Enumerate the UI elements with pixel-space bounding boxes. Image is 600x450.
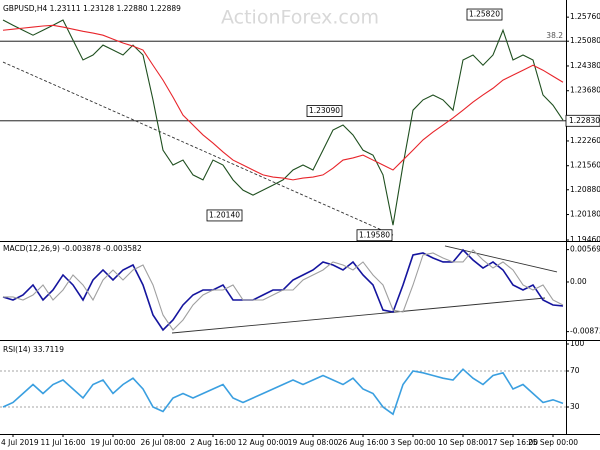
y-tick-label: -0.008737: [570, 327, 600, 336]
annotation-box: [356, 229, 393, 242]
annotation-box: [206, 209, 243, 222]
panel-title: RSI(14) 33.7119: [3, 345, 64, 354]
annotation-label: 1.19580: [359, 230, 390, 239]
x-tick-label: 26 Aug 16:00: [338, 438, 389, 447]
y-tick-label: 1.22260: [570, 136, 600, 145]
y-tick-label: 1.25760: [570, 12, 600, 21]
annotation-label: 1.23090: [309, 106, 340, 115]
y-tick-label: 1.24380: [570, 61, 600, 70]
trend-line: [171, 297, 546, 334]
x-tick-label: 3 Sep 00:00: [390, 438, 436, 447]
y-tick-label: 1.21560: [570, 161, 600, 170]
series-line: [2, 368, 564, 416]
x-tick-label: 12 Aug 00:00: [238, 438, 289, 447]
panel-title: MACD(12,26,9) -0.003878 -0.003582: [3, 244, 142, 253]
x-tick-label: 11 Jul 16:00: [41, 438, 86, 447]
y-tick-label: 70: [570, 366, 580, 375]
series-line: [3, 249, 564, 331]
y-tick-label: 1.23680: [570, 86, 600, 95]
annotation-box: [466, 8, 503, 21]
x-tick-label: 17 Sep 16:00: [488, 438, 538, 447]
y-tick-label: 1.20880: [570, 185, 600, 194]
x-tick-label: 4 Jul 2019: [1, 438, 39, 447]
level-label: 38.2: [546, 31, 563, 40]
y-tick-label: 1.20180: [570, 210, 600, 219]
price-tag-label: 1.22830: [569, 116, 600, 125]
panel-title: GBPUSD,H4 1.23111 1.23128 1.22880 1.2288…: [3, 4, 181, 13]
y-tick-label: 100: [570, 339, 585, 348]
x-tick-label: 26 Jul 08:00: [141, 438, 186, 447]
x-tick-label: 2 Aug 16:00: [190, 438, 236, 447]
annotation-label: 1.20140: [209, 210, 240, 219]
watermark: ActionForex.com: [221, 7, 379, 29]
x-tick-label: 19 Jul 00:00: [91, 438, 136, 447]
series-line: [2, 24, 564, 181]
y-tick-label: 1.19460: [570, 235, 600, 244]
annotation-box: [306, 105, 343, 117]
y-tick-label: 1.25080: [570, 36, 600, 45]
y-tick-label: 0.005694: [570, 245, 600, 254]
annotation-label: 1.25820: [469, 10, 500, 19]
y-tick-label: 30: [570, 402, 580, 411]
series-line: [2, 19, 564, 226]
trend-line: [2, 61, 394, 236]
x-tick-label: 25 Sep 00:00: [528, 438, 578, 447]
y-tick-label: 0.00: [570, 277, 587, 286]
x-tick-label: 10 Sep 08:00: [438, 438, 488, 447]
x-tick-label: 19 Aug 08:00: [288, 438, 339, 447]
price-tag: [565, 114, 600, 127]
